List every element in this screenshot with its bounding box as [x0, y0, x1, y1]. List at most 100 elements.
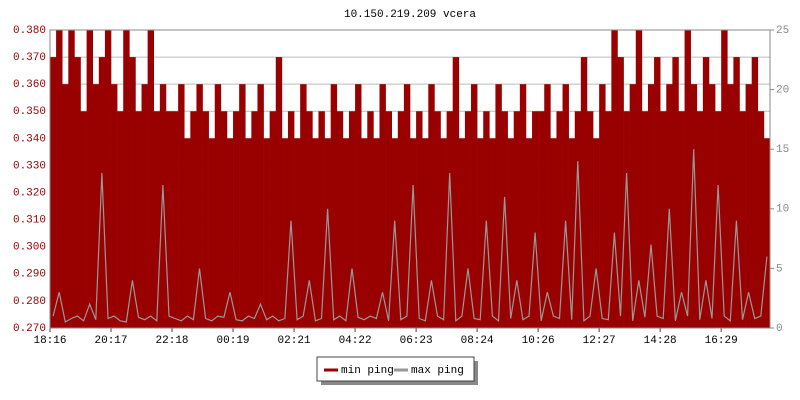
bar [483, 111, 490, 328]
bar [757, 111, 765, 328]
x-tick-label: 14:28 [644, 335, 677, 347]
bar [172, 111, 179, 328]
bar [214, 84, 222, 328]
y-tick-label: 0.320 [13, 187, 46, 199]
bar [562, 84, 569, 328]
bar [312, 138, 319, 328]
bar [458, 138, 466, 328]
bar [501, 111, 508, 328]
bar [428, 84, 435, 328]
bar [202, 111, 209, 328]
bar [617, 57, 624, 328]
y-tick-label: 0.360 [13, 79, 46, 91]
bar [281, 138, 289, 328]
bar [678, 111, 685, 328]
x-tick-label: 06:23 [400, 335, 433, 347]
bar [275, 57, 283, 328]
bar [745, 84, 752, 328]
bar [715, 111, 722, 328]
bar [220, 111, 228, 328]
y2-tick-label: 10 [776, 204, 789, 216]
bar [629, 84, 637, 328]
y-tick-label: 0.340 [13, 133, 46, 145]
y2-tick-label: 5 [776, 263, 783, 275]
bar [226, 138, 234, 328]
bar [532, 111, 539, 328]
bar [74, 57, 81, 328]
bar [251, 111, 258, 328]
y-tick-label: 0.290 [13, 269, 46, 281]
bar [385, 111, 392, 328]
bar [580, 57, 588, 328]
bar [464, 111, 472, 328]
bar [727, 84, 734, 328]
bar [763, 138, 771, 328]
y-tick-label: 0.370 [13, 52, 46, 64]
bar [324, 138, 331, 328]
bar [672, 57, 679, 328]
bar [635, 30, 643, 328]
bar [586, 111, 594, 328]
bar [721, 30, 728, 328]
bar [379, 84, 386, 328]
bar [68, 30, 75, 328]
bar [416, 111, 423, 328]
bar [141, 84, 148, 328]
x-tick-label: 22:18 [156, 335, 189, 347]
bar [92, 84, 100, 328]
bar [403, 84, 411, 328]
bar [62, 84, 69, 328]
chart-title: 10.150.219.209 vcera [344, 9, 476, 21]
bar [550, 138, 557, 328]
x-tick-label: 00:19 [217, 335, 250, 347]
bar [50, 57, 57, 328]
bar [190, 111, 197, 328]
bar [477, 138, 484, 328]
bar [135, 111, 142, 328]
bar [306, 111, 313, 328]
bar [348, 111, 356, 328]
line [52, 149, 768, 323]
bar [507, 138, 515, 328]
plot-area: 0.270 0.280 0.290 0.300 0.310 0.320 0.330 0.340… [13, 25, 789, 347]
bar [647, 84, 655, 328]
bar [660, 111, 667, 328]
bar [80, 111, 87, 328]
bar [751, 57, 759, 328]
y-tick-label: 0.380 [13, 25, 46, 37]
bar [599, 84, 606, 328]
x-tick-label: 12:27 [583, 335, 616, 347]
bar [129, 57, 136, 328]
bar [263, 138, 270, 328]
bar [86, 30, 94, 328]
bar [654, 57, 661, 328]
x-tick-label: 16:29 [705, 335, 738, 347]
bar [165, 111, 173, 328]
bar [513, 111, 521, 328]
y-tick-label: 0.330 [13, 160, 46, 172]
y-tick-label: 0.300 [13, 242, 46, 254]
bar [336, 111, 344, 328]
bar [367, 111, 374, 328]
y2-tick-label: 25 [776, 25, 789, 37]
bar [330, 84, 338, 328]
bar [733, 57, 740, 328]
x-tick-label: 18:16 [33, 335, 66, 347]
bar [208, 138, 216, 328]
bar [153, 111, 161, 328]
bar [373, 138, 380, 328]
bar [159, 84, 167, 328]
bar [696, 111, 704, 328]
bar [684, 30, 691, 328]
x-tick-label: 20:17 [95, 335, 128, 347]
bar [245, 138, 252, 328]
bar [318, 111, 325, 328]
bar [471, 84, 478, 328]
x-tick-label: 02:21 [278, 335, 311, 347]
bar [294, 138, 301, 328]
x-tick-label: 08:24 [461, 335, 494, 347]
bar [361, 138, 368, 328]
legend-label: max ping [411, 365, 464, 377]
